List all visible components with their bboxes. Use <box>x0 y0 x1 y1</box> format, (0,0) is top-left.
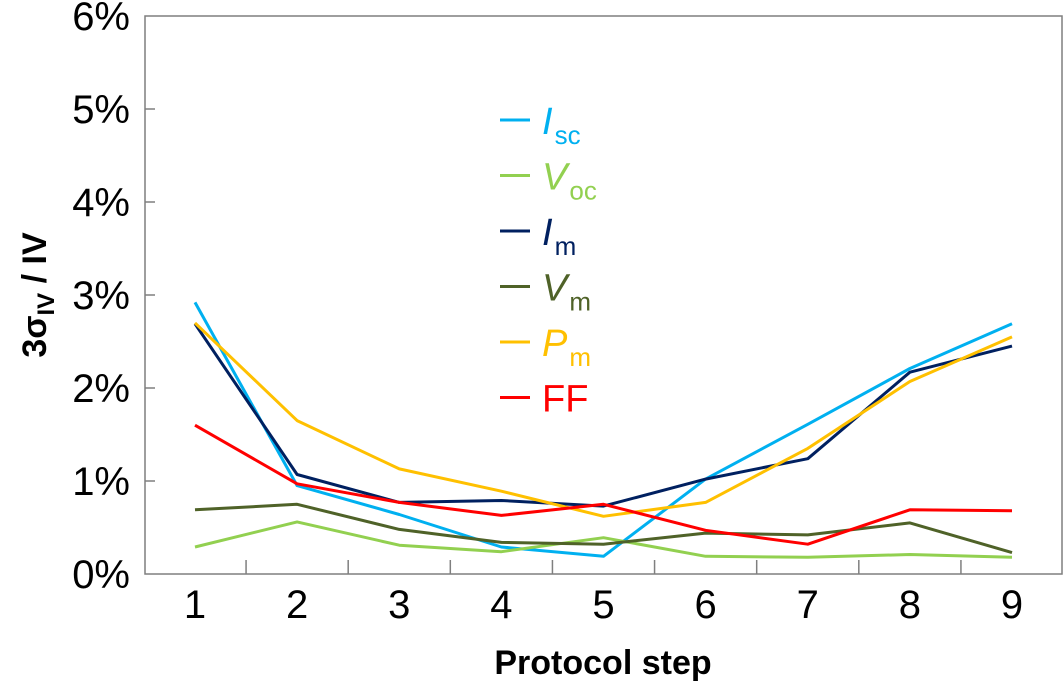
y-tick-label: 1% <box>72 460 130 504</box>
legend-label: Vm <box>542 268 591 317</box>
legend-item: Im <box>500 212 576 261</box>
legend-label: Isc <box>542 101 581 150</box>
legend-item: Vm <box>500 268 591 317</box>
y-tick-label: 6% <box>72 0 130 39</box>
y-tick-label: 5% <box>72 88 130 132</box>
x-tick-label: 4 <box>490 583 512 627</box>
y-tick-label: 3% <box>72 274 130 318</box>
legend-item: Voc <box>500 157 597 206</box>
x-tick-label: 3 <box>388 583 410 627</box>
x-tick-label: 2 <box>286 583 308 627</box>
legend-label: Im <box>542 212 576 261</box>
y-tick-label: 0% <box>72 553 130 597</box>
legend-label: FF <box>542 379 588 421</box>
x-tick-label: 5 <box>592 583 614 627</box>
legend-item: Isc <box>500 101 581 150</box>
x-tick-label: 8 <box>899 583 921 627</box>
legend-item: Pm <box>500 323 591 372</box>
y-tick-label: 4% <box>72 181 130 225</box>
y-axis-title: 3σIV / IV <box>16 232 60 358</box>
legend-label: Voc <box>542 157 597 206</box>
x-tick-label: 7 <box>797 583 819 627</box>
x-tick-label: 6 <box>695 583 717 627</box>
x-axis-title: Protocol step <box>494 644 711 682</box>
x-tick-label: 9 <box>1001 583 1023 627</box>
legend-label: Pm <box>542 323 591 372</box>
plot-area <box>144 15 1063 575</box>
y-tick-label: 2% <box>72 367 130 411</box>
x-tick-label: 1 <box>184 583 206 627</box>
legend-item: FF <box>500 379 588 421</box>
